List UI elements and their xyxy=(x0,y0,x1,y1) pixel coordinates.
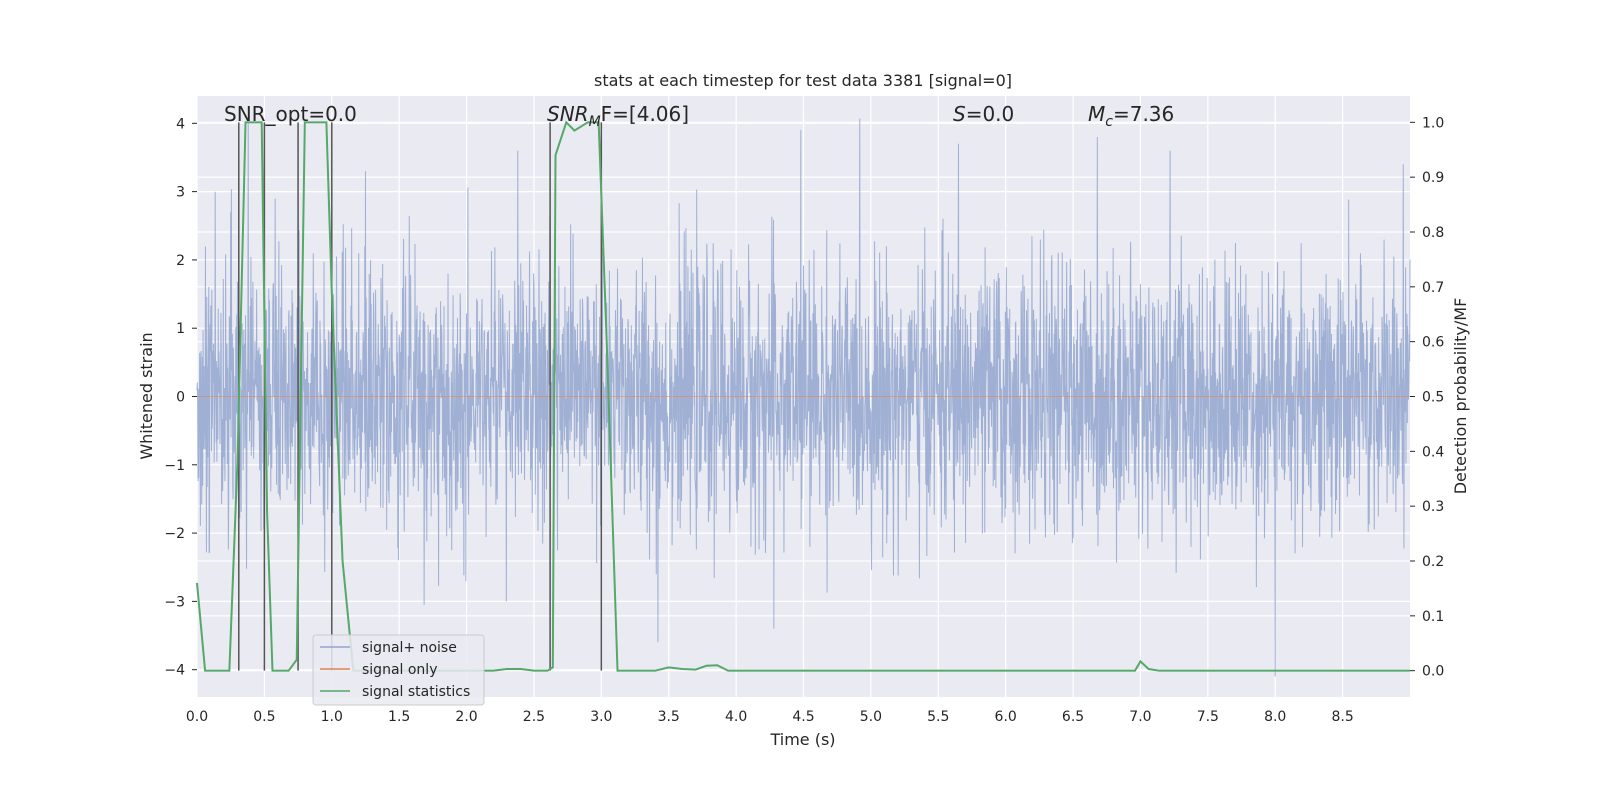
y2-tick-label: 0.3 xyxy=(1422,499,1444,515)
annotation-snr-mf-italic: SNR xyxy=(547,102,589,126)
x-tick-label: 2.5 xyxy=(523,709,545,725)
y-tick-label: 4 xyxy=(176,116,185,132)
y2-tick-label: 1.0 xyxy=(1422,115,1444,131)
y-tick-label: 0 xyxy=(176,390,185,406)
y2-tick-label: 0.9 xyxy=(1422,170,1444,186)
x-tick-label: 3.0 xyxy=(590,709,612,725)
x-tick-label: 4.0 xyxy=(725,709,747,725)
y-axis-label: Whitened strain xyxy=(137,332,156,459)
x-tick-labels: 0.0 0.5 1.0 1.5 2.0 2.5 3.0 3.5 4.0 4.5 5.0 5.5 6.0 6… xyxy=(186,709,1354,725)
y-tick-label: −3 xyxy=(164,594,185,610)
x-tick-label: 6.5 xyxy=(1062,709,1084,725)
y2-tick-label: 0.4 xyxy=(1422,444,1444,460)
y-tick-label: 1 xyxy=(176,321,185,337)
y2-tick-label: 0.2 xyxy=(1422,554,1444,570)
y-tick-label: −4 xyxy=(164,663,185,679)
series-signal-noise xyxy=(196,118,1411,677)
x-tick-label: 8.0 xyxy=(1264,709,1286,725)
x-tick-label: 7.0 xyxy=(1129,709,1151,725)
y2-axis-label: Detection probability/MF xyxy=(1451,298,1470,495)
annotation-mc-rest: =7.36 xyxy=(1113,102,1174,126)
x-tick-label: 0.5 xyxy=(253,709,275,725)
legend: signal+ noise signal only signal statist… xyxy=(312,634,485,706)
signal-statistics-line xyxy=(196,120,1410,672)
y2-tick-label: 0.8 xyxy=(1422,225,1444,241)
x-tick-label: 4.5 xyxy=(792,709,814,725)
series-signal-statistics xyxy=(196,120,1410,672)
x-tick-label: 5.0 xyxy=(860,709,882,725)
x-tick-label: 7.5 xyxy=(1197,709,1219,725)
annotation-snr-mf-sub: M xyxy=(589,114,601,130)
annotation-mc: Mc=7.36 xyxy=(1088,102,1174,130)
y-tick-label: 2 xyxy=(176,253,185,269)
annotation-mc-italic: M xyxy=(1088,102,1105,126)
annotation-snr-mf-rest: F=[4.06] xyxy=(601,102,689,126)
chart-title: stats at each timestep for test data 338… xyxy=(594,71,1012,90)
y2-tick-labels: 1.0 0.9 0.8 0.7 0.6 0.5 0.4 0.3 0.2 0.1 0.0 xyxy=(1410,115,1444,680)
x-tick-label: 5.5 xyxy=(927,709,949,725)
legend-box xyxy=(312,634,485,706)
y-tick-label: −1 xyxy=(164,458,185,474)
y2-tick-label: 0.1 xyxy=(1422,609,1444,625)
x-tick-label: 3.5 xyxy=(658,709,680,725)
x-tick-label: 1.0 xyxy=(321,709,343,725)
x-tick-label: 2.0 xyxy=(455,709,477,725)
y-tick-labels: 4 3 2 1 0 −1 −2 −3 −4 xyxy=(164,116,197,679)
annotation-mc-sub: c xyxy=(1105,114,1113,130)
x-axis-label: Time (s) xyxy=(769,730,835,749)
x-tick-label: 1.5 xyxy=(388,709,410,725)
annotation-s: S=0.0 xyxy=(953,102,1014,126)
annotation-s-italic: S xyxy=(953,102,966,126)
x-tick-label: 6.0 xyxy=(995,709,1017,725)
legend-label-signal-only: signal only xyxy=(362,662,437,678)
y2-tick-label: 0.0 xyxy=(1422,664,1444,680)
y2-tick-label: 0.6 xyxy=(1422,335,1444,351)
x-tick-label: 8.5 xyxy=(1331,709,1353,725)
y-tick-label: 3 xyxy=(176,185,185,201)
legend-label-signal-statistics: signal statistics xyxy=(362,684,470,700)
annotation-snr-opt: SNR_opt=0.0 xyxy=(224,102,357,126)
y2-tick-label: 0.5 xyxy=(1422,390,1444,406)
y-tick-label: −2 xyxy=(164,526,185,542)
x-tick-label: 0.0 xyxy=(186,709,208,725)
annotation-s-rest: =0.0 xyxy=(966,102,1015,126)
legend-label-signal-noise: signal+ noise xyxy=(362,640,457,656)
noise-trace xyxy=(196,118,1411,677)
y2-tick-label: 0.7 xyxy=(1422,280,1444,296)
annotation-snr-mf: SNRMF=[4.06] xyxy=(547,102,689,130)
